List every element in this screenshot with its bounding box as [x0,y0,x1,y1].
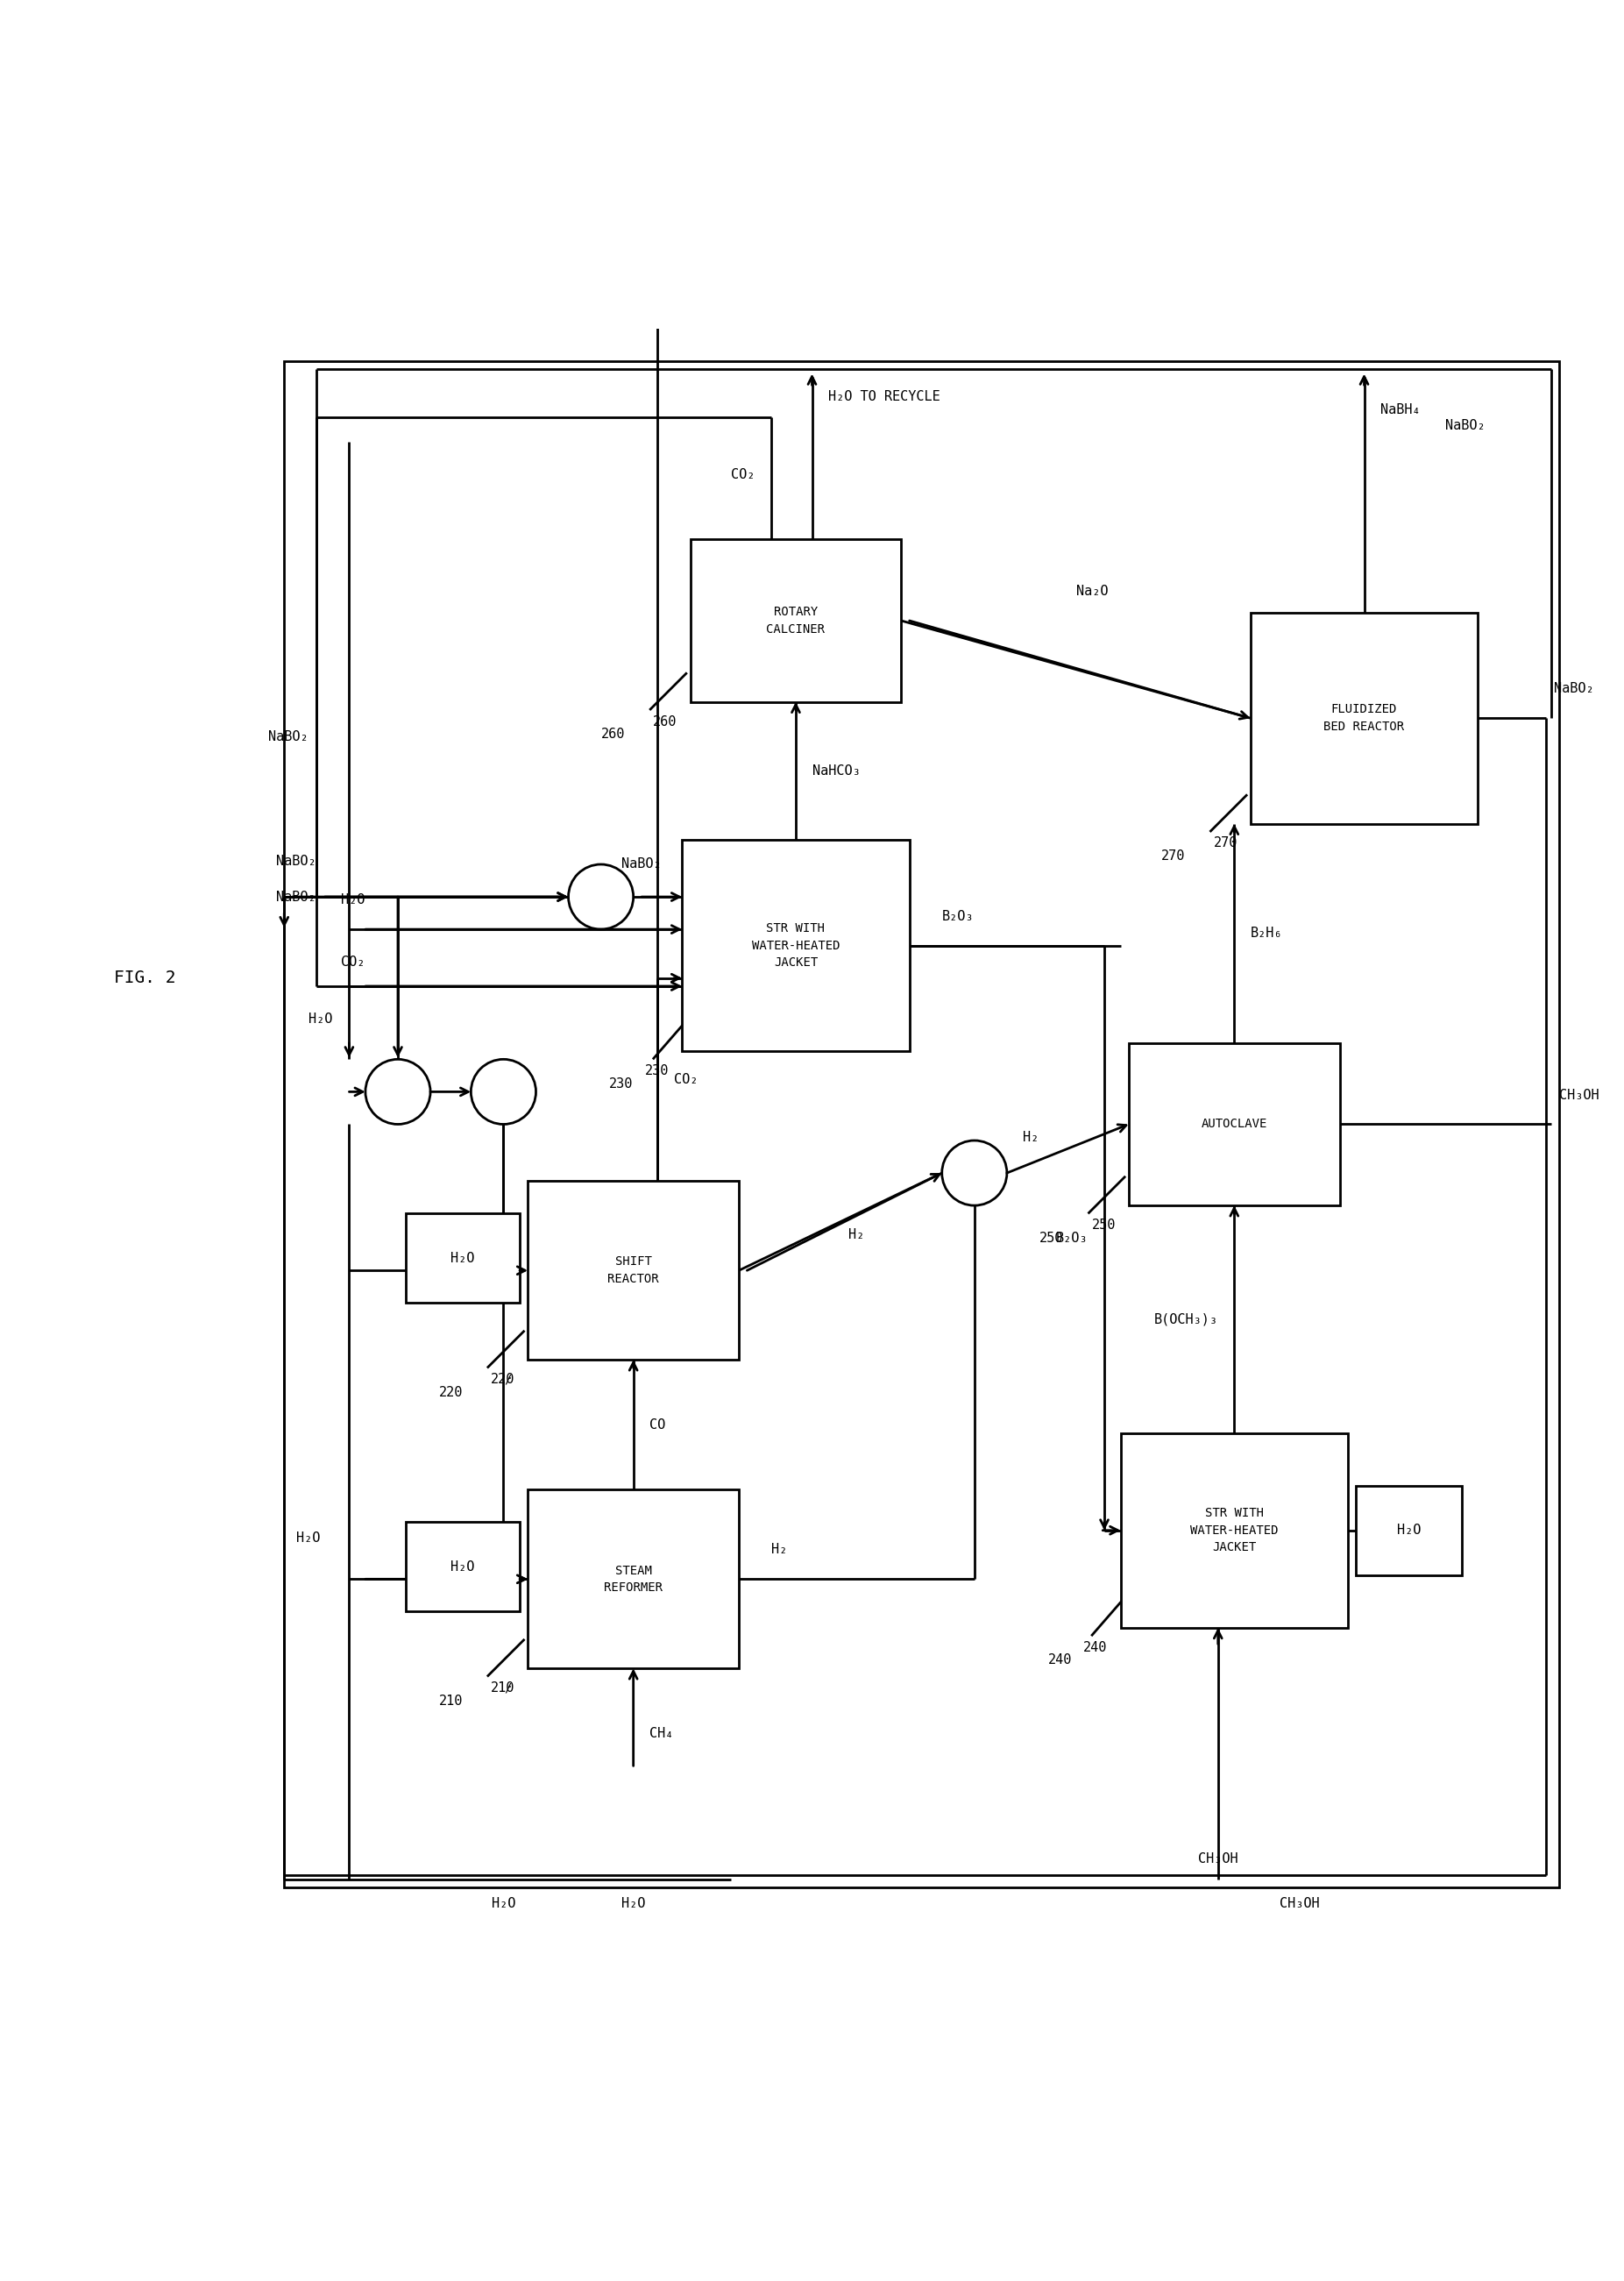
Text: H₂: H₂ [1023,1131,1039,1143]
Text: 240: 240 [1083,1640,1108,1654]
Text: B₂H₆: B₂H₆ [1250,926,1283,940]
Text: NaBO₂: NaBO₂ [268,730,309,744]
Text: H₂O TO RECYCLE: H₂O TO RECYCLE [828,390,940,404]
Text: 250: 250 [1039,1232,1064,1245]
Text: NaBH₄: NaBH₄ [1380,404,1421,415]
Bar [690,541,901,703]
Bar [1356,1485,1462,1574]
Text: Na₂O: Na₂O [1077,584,1108,598]
Text: STR WITH
WATER-HEATED
JACKET: STR WITH WATER-HEATED JACKET [1190,1508,1278,1553]
Text: CO₂: CO₂ [731,468,755,481]
Text: NaBO₂: NaBO₂ [276,855,317,867]
Text: H₂: H₂ [771,1544,788,1556]
Text: CH₃OH: CH₃OH [1559,1088,1600,1102]
Bar [682,839,909,1052]
Text: 250: 250 [1091,1218,1116,1232]
Text: 230: 230 [645,1065,669,1077]
Circle shape [568,864,633,928]
Text: STEAM
REFORMER: STEAM REFORMER [604,1565,663,1594]
Text: B(OCH₃)₃: B(OCH₃)₃ [1155,1312,1218,1325]
Circle shape [471,1058,536,1125]
Text: NaBO₂: NaBO₂ [622,858,661,871]
Text: AUTOCLAVE: AUTOCLAVE [1202,1118,1267,1131]
Text: FLUIDIZED
BED REACTOR: FLUIDIZED BED REACTOR [1324,703,1405,732]
Bar [406,1213,520,1302]
Circle shape [942,1140,1007,1204]
Text: H₂O: H₂O [341,894,365,906]
Text: /: / [505,1681,512,1695]
Bar [284,360,1559,1889]
Text: CH₃OH: CH₃OH [1199,1852,1237,1866]
Text: H₂O: H₂O [492,1898,515,1911]
Text: CO₂: CO₂ [674,1072,698,1086]
Text: H₂O: H₂O [451,1252,474,1266]
Text: 210: 210 [490,1681,515,1695]
Text: 260: 260 [601,728,625,741]
Text: 270: 270 [1213,837,1237,851]
Bar [406,1521,520,1613]
Text: CO: CO [650,1419,666,1432]
Text: H₂O: H₂O [622,1898,645,1911]
Text: B₂O₃: B₂O₃ [1056,1232,1088,1245]
Text: /: / [505,1373,512,1385]
Text: 220: 220 [438,1385,463,1398]
Bar [528,1489,739,1667]
Text: B₂O₃: B₂O₃ [942,910,974,924]
Circle shape [365,1058,430,1125]
Text: ROTARY
CALCINER: ROTARY CALCINER [767,607,825,636]
Bar [1250,614,1478,823]
Text: CO₂: CO₂ [341,956,365,969]
Text: H₂O: H₂O [451,1560,474,1574]
Text: NaHCO₃: NaHCO₃ [812,764,861,778]
Text: SHIFT
REACTOR: SHIFT REACTOR [607,1257,659,1284]
Text: CH₄: CH₄ [650,1727,674,1740]
Text: 240: 240 [1047,1654,1072,1667]
Text: H₂O: H₂O [296,1533,320,1544]
Text: 260: 260 [653,714,677,728]
Text: NaBO₂: NaBO₂ [1554,682,1595,696]
Text: NaBO₂: NaBO₂ [1445,420,1486,433]
Text: H₂O: H₂O [1397,1524,1421,1537]
Text: NaBO₂: NaBO₂ [276,890,317,903]
Text: H₂O: H₂O [309,1013,333,1024]
Text: 210: 210 [438,1695,463,1708]
Bar [1129,1042,1340,1204]
Text: STR WITH
WATER-HEATED
JACKET: STR WITH WATER-HEATED JACKET [752,922,840,969]
Text: CH₃OH: CH₃OH [1280,1898,1319,1911]
Text: FIG. 2: FIG. 2 [114,969,175,985]
Text: H₂: H₂ [849,1227,864,1241]
Bar [528,1182,739,1359]
Text: 220: 220 [490,1373,515,1387]
Text: 270: 270 [1161,849,1186,862]
Bar [1121,1432,1348,1629]
Text: 230: 230 [609,1077,633,1090]
